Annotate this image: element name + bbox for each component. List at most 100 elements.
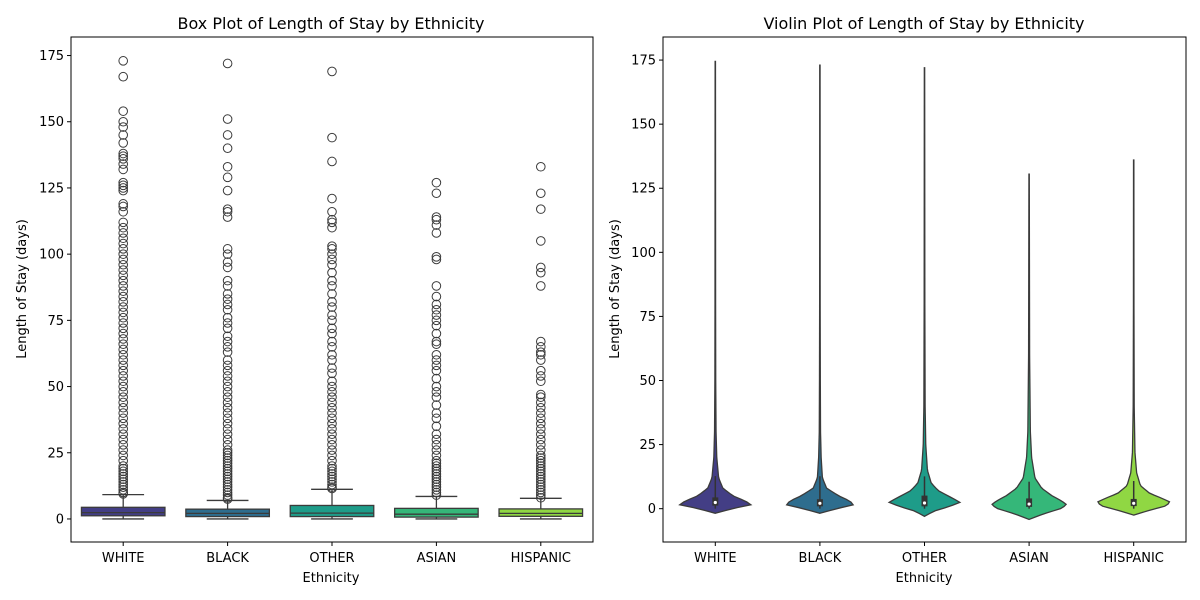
box-outlier: [327, 222, 337, 233]
violin-body: [785, 64, 855, 514]
box-outlier: [118, 106, 128, 116]
box-outlier: [118, 445, 128, 455]
violin-median: [1132, 501, 1136, 505]
box-outlier: [222, 331, 233, 342]
violin-plot-area: 0 25 50 75 100 125 150 175 WHITE BLACK OTHER ASIAN H…: [631, 36, 1187, 566]
box-outlier: [327, 413, 337, 424]
box-outlier: [118, 376, 128, 387]
box-body: [393, 507, 479, 518]
box-outlier: [118, 479, 128, 490]
box-outlier: [118, 151, 128, 161]
box-outlier: [431, 254, 442, 265]
box-outlier: [118, 217, 128, 228]
box-outlier: [118, 138, 128, 148]
box-outlier: [327, 429, 337, 440]
box-outlier: [222, 304, 233, 315]
box-outlier: [431, 228, 442, 238]
box-outlier: [327, 342, 337, 352]
box-outlier: [327, 408, 337, 418]
x-tick-label: HISPANIC: [511, 551, 571, 566]
box-outlier: [327, 387, 337, 397]
x-tick-label: ASIAN: [1009, 551, 1049, 566]
box-outlier: [118, 71, 128, 82]
x-tick-label: WHITE: [102, 551, 145, 566]
box-outlier: [118, 154, 128, 164]
box-outlier: [431, 469, 442, 479]
box-outlier: [536, 355, 546, 365]
box-outlier: [327, 315, 337, 326]
box-outlier: [118, 485, 128, 495]
box-outlier: [431, 214, 442, 225]
box-outlier: [222, 212, 233, 222]
box-outlier: [118, 344, 128, 355]
box-outlier: [222, 204, 233, 214]
box-outlier: [222, 487, 233, 498]
box-outlier: [431, 490, 442, 500]
box-outlier: [536, 336, 546, 347]
box-plot-x-axis-label: Ethnicity: [303, 571, 360, 586]
box-outlier: [536, 479, 546, 490]
box-outlier: [327, 66, 337, 77]
box-outlier: [118, 164, 128, 175]
box-outlier: [118, 360, 128, 371]
box-outlier: [222, 413, 233, 424]
violin-median: [818, 501, 822, 505]
box-outlier: [536, 461, 546, 471]
box-outlier: [222, 408, 233, 418]
box-outlier: [431, 336, 442, 347]
box-outlier: [327, 455, 337, 466]
box-outlier: [118, 312, 128, 323]
box-outlier: [327, 368, 337, 379]
box-outlier: [118, 233, 128, 244]
box-outlier: [431, 463, 442, 474]
box-outlier: [431, 365, 442, 376]
box-outlier: [222, 450, 233, 461]
box-outlier: [118, 455, 128, 466]
box-outlier: [327, 249, 337, 259]
box-outlier: [327, 479, 337, 490]
box-outlier: [118, 402, 128, 413]
box-outlier: [222, 463, 233, 474]
box-outlier: [431, 387, 442, 397]
box-outlier: [118, 466, 128, 477]
box-outlier: [536, 455, 546, 466]
box-outlier: [327, 323, 337, 334]
box-outlier: [431, 413, 442, 424]
violin-inner-box: [921, 495, 928, 507]
box-outlier: [431, 304, 442, 315]
violin-median: [922, 501, 927, 505]
y-tick-label: 100: [631, 246, 656, 261]
box-outlier: [118, 265, 128, 275]
violin-body: [887, 67, 962, 518]
box-outlier: [327, 310, 337, 320]
box-outlier: [118, 222, 128, 233]
box-outlier: [536, 485, 546, 495]
box-outlier: [222, 482, 233, 492]
box-outlier: [222, 418, 233, 429]
box-outlier: [118, 130, 128, 140]
box-outlier: [118, 286, 128, 297]
box-outlier: [222, 440, 233, 450]
plot-frame: [662, 36, 1187, 543]
box-outlier: [222, 206, 233, 217]
box-outlier: [222, 185, 233, 196]
box-outlier: [431, 466, 442, 477]
box-outlier: [327, 289, 337, 299]
box-outlier: [327, 397, 337, 408]
box-outlier: [118, 185, 128, 196]
box-outlier: [222, 281, 233, 291]
box-outlier: [431, 450, 442, 461]
box-outlier: [118, 463, 128, 474]
box-outlier: [327, 381, 337, 392]
box-outlier: [222, 447, 233, 458]
box-outlier: [431, 400, 442, 410]
box-outlier: [536, 281, 546, 291]
box-outlier: [327, 392, 337, 402]
y-tick-label: 125: [631, 182, 656, 197]
box-outlier: [118, 201, 128, 212]
box-outlier: [431, 349, 442, 360]
box-outlier: [536, 161, 546, 172]
box-outlier: [431, 320, 442, 331]
box-outlier: [431, 429, 442, 440]
box-outlier: [118, 180, 128, 191]
